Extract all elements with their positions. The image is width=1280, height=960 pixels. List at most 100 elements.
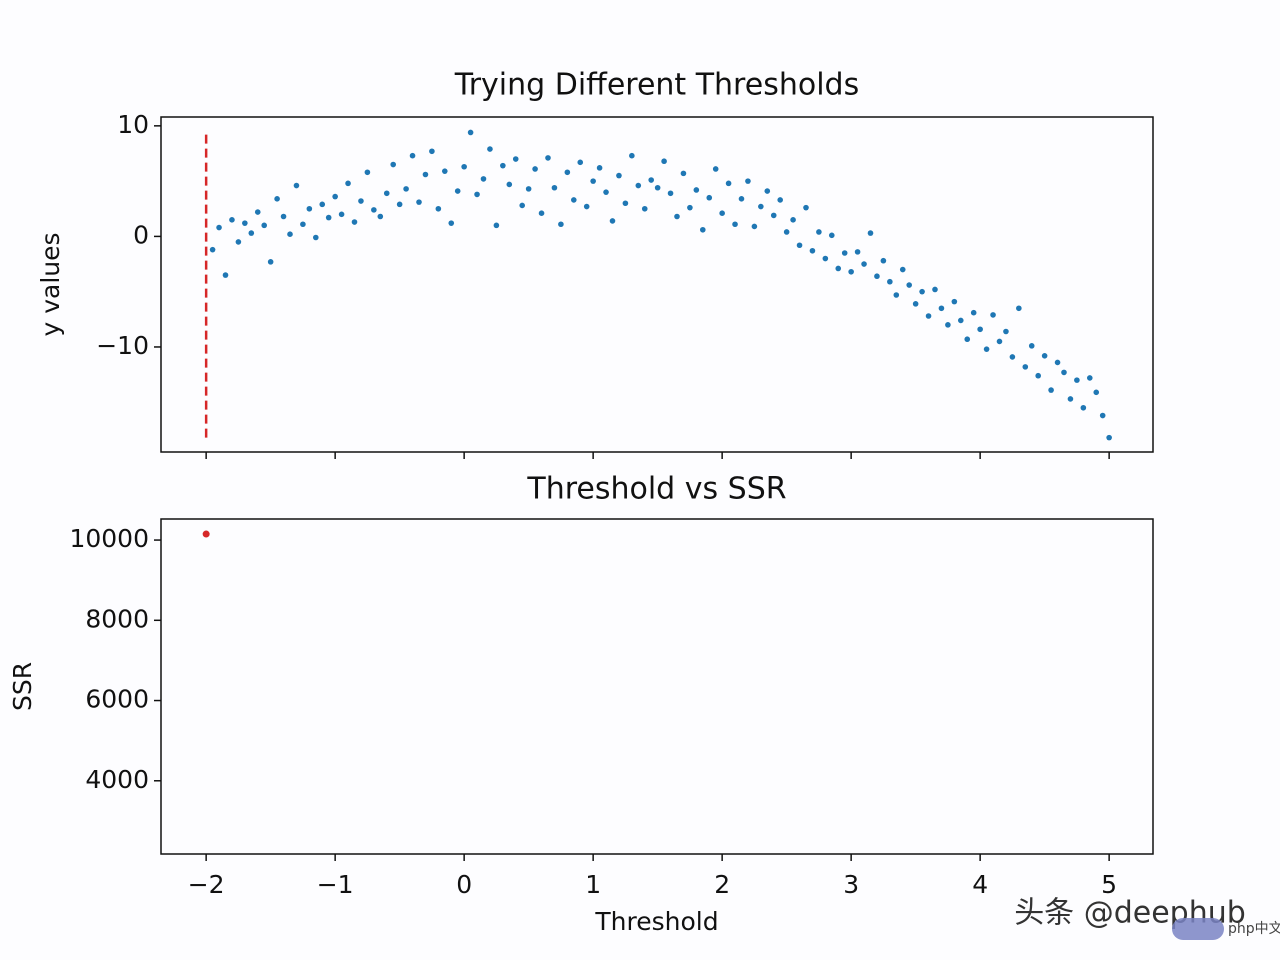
point bbox=[783, 229, 790, 235]
point bbox=[1048, 387, 1054, 393]
x-tick-label: 1 bbox=[585, 870, 601, 899]
point bbox=[545, 155, 551, 161]
point bbox=[506, 181, 513, 188]
point bbox=[603, 189, 609, 195]
point bbox=[867, 230, 874, 236]
plot-area bbox=[160, 518, 1154, 855]
point bbox=[525, 186, 532, 192]
point bbox=[293, 182, 300, 189]
point bbox=[938, 305, 945, 312]
point bbox=[570, 197, 577, 203]
point bbox=[487, 146, 493, 152]
x-tick-label: 2 bbox=[714, 870, 730, 899]
point bbox=[519, 202, 525, 209]
point bbox=[674, 213, 680, 220]
point bbox=[622, 200, 629, 207]
point bbox=[796, 242, 803, 249]
x-tick-label: 4 bbox=[972, 870, 988, 899]
point bbox=[616, 172, 622, 179]
point bbox=[912, 301, 919, 307]
point bbox=[970, 309, 977, 316]
y-tick-label: 6000 bbox=[85, 685, 149, 714]
x-axis-label: Threshold bbox=[594, 907, 718, 936]
point bbox=[216, 224, 222, 231]
point bbox=[435, 205, 442, 212]
y-tick-label: 4000 bbox=[85, 765, 149, 794]
point bbox=[338, 211, 345, 218]
point bbox=[551, 184, 558, 191]
point bbox=[835, 265, 842, 272]
point bbox=[687, 204, 693, 211]
point bbox=[383, 190, 390, 197]
point bbox=[564, 169, 571, 176]
point bbox=[899, 266, 906, 273]
point bbox=[854, 249, 861, 255]
point bbox=[609, 218, 616, 224]
point bbox=[590, 178, 596, 184]
point bbox=[461, 163, 467, 170]
x-tick-label: −1 bbox=[317, 870, 354, 899]
point bbox=[693, 187, 700, 193]
point bbox=[429, 148, 435, 155]
point bbox=[325, 214, 332, 221]
y-tick-label: −10 bbox=[96, 331, 149, 360]
point bbox=[725, 180, 732, 187]
point bbox=[758, 203, 764, 210]
point bbox=[267, 259, 274, 265]
point bbox=[777, 197, 783, 203]
point bbox=[648, 177, 654, 183]
point bbox=[493, 222, 500, 229]
point bbox=[1086, 375, 1093, 381]
plot-area bbox=[160, 116, 1154, 453]
point bbox=[983, 346, 990, 352]
point bbox=[532, 166, 538, 172]
point bbox=[751, 223, 758, 230]
point bbox=[661, 158, 667, 165]
point bbox=[235, 239, 242, 245]
point bbox=[500, 162, 506, 169]
chart-title: Threshold vs SSR bbox=[526, 472, 786, 507]
point bbox=[957, 317, 964, 324]
y-tick-label: 8000 bbox=[85, 604, 149, 633]
y-tick-label: 10 bbox=[117, 110, 149, 139]
point bbox=[1067, 396, 1074, 402]
point bbox=[1054, 359, 1061, 366]
point bbox=[448, 220, 455, 226]
point bbox=[790, 217, 796, 223]
point bbox=[990, 312, 996, 318]
point bbox=[300, 221, 306, 228]
point bbox=[222, 272, 229, 278]
point bbox=[467, 129, 474, 136]
point bbox=[732, 221, 738, 228]
point bbox=[1080, 404, 1087, 411]
point bbox=[261, 222, 267, 229]
point bbox=[287, 231, 293, 237]
point bbox=[332, 193, 338, 200]
point bbox=[1041, 353, 1048, 359]
point bbox=[887, 278, 893, 285]
point bbox=[719, 210, 725, 216]
point bbox=[1028, 343, 1035, 349]
point bbox=[396, 201, 403, 208]
point bbox=[712, 166, 719, 172]
x-tick-label: −2 bbox=[188, 870, 225, 899]
point bbox=[977, 326, 983, 333]
point bbox=[1016, 305, 1022, 312]
point bbox=[558, 221, 564, 228]
point bbox=[809, 247, 816, 254]
point bbox=[390, 161, 396, 168]
point bbox=[512, 156, 519, 162]
point bbox=[925, 313, 932, 319]
point bbox=[403, 186, 409, 192]
point bbox=[306, 205, 313, 212]
point bbox=[1106, 434, 1112, 441]
x-tick-label: 0 bbox=[456, 870, 472, 899]
badge-bg bbox=[1172, 918, 1224, 940]
x-tick-label: 5 bbox=[1101, 870, 1117, 899]
point bbox=[416, 199, 422, 205]
point bbox=[906, 282, 912, 288]
point bbox=[1074, 377, 1080, 383]
badge: php中文网 bbox=[1228, 921, 1280, 937]
point bbox=[538, 210, 545, 216]
